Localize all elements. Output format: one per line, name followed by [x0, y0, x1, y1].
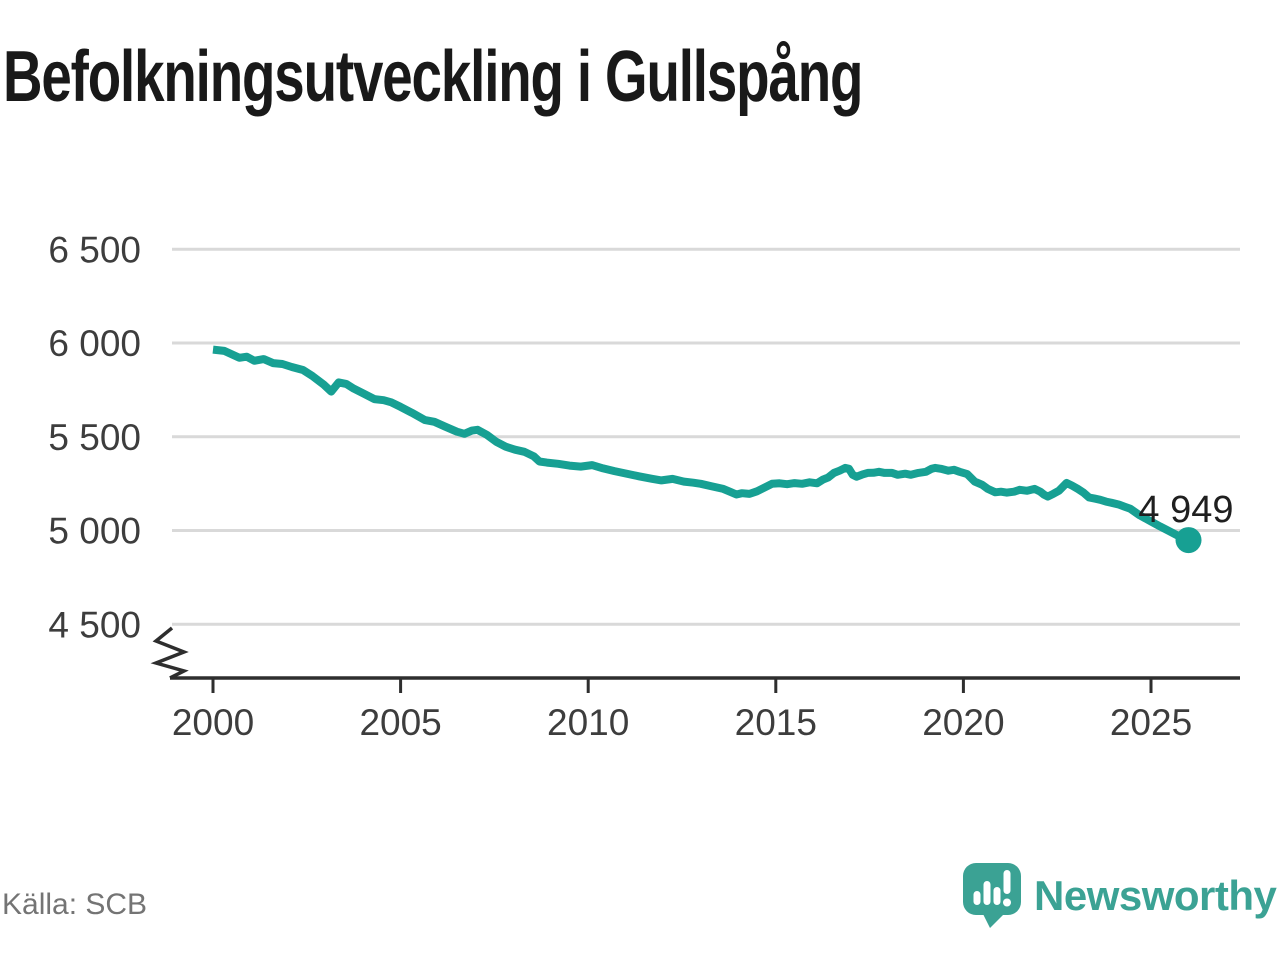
x-axis-tick-label: 2025 — [1110, 702, 1192, 743]
endpoint-value-label: 4 949 — [1138, 489, 1233, 531]
y-axis-tick-label: 5 500 — [48, 417, 141, 458]
x-axis-tick-label: 2000 — [172, 702, 254, 743]
brand-name: Newsworthy — [1034, 872, 1277, 919]
x-axis-tick-label: 2010 — [547, 702, 629, 743]
endpoint-dot — [1175, 527, 1202, 554]
y-axis-tick-label: 6 500 — [48, 229, 141, 270]
y-axis-tick-label: 5 000 — [48, 511, 141, 552]
source-label: Källa: SCB — [2, 888, 148, 921]
population-line — [212, 345, 1190, 544]
x-axis-tick-label: 2020 — [922, 702, 1004, 743]
newsworthy-speech-bubble-chart-icon — [963, 863, 1021, 928]
x-axis-tick-label: 2015 — [735, 702, 817, 743]
x-axis-tick-label: 2005 — [359, 702, 441, 743]
newsworthy-brand: Newsworthy — [962, 860, 1278, 930]
page-title: Befolkningsutveckling i Gullspång — [3, 37, 863, 117]
y-axis-tick-label: 4 500 — [48, 604, 141, 645]
axis-break-squiggle — [150, 626, 189, 680]
y-axis-tick-label: 6 000 — [48, 323, 141, 364]
